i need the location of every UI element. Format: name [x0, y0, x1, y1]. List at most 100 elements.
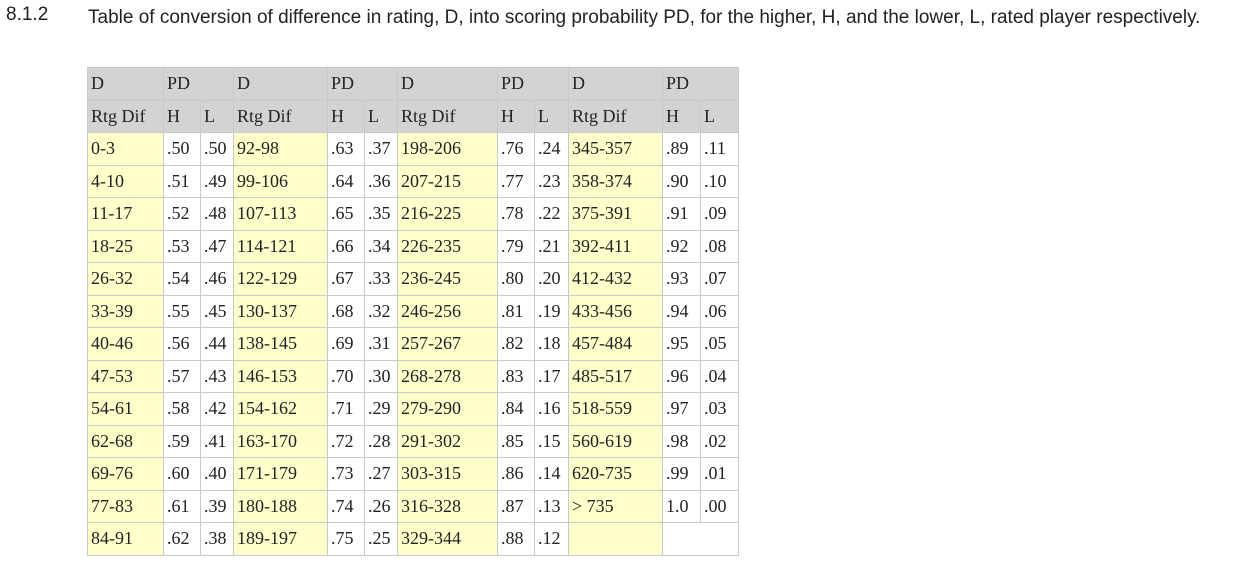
header-l: L [700, 99, 739, 133]
rating-diff-cell: 303-315 [397, 457, 498, 491]
prob-low-cell: .19 [534, 294, 569, 328]
rating-diff-cell: 180-188 [233, 489, 328, 523]
prob-high-cell: .86 [497, 457, 535, 491]
prob-high-cell: .55 [163, 294, 201, 328]
prob-low-cell: .16 [534, 392, 569, 426]
prob-low-cell: .20 [534, 262, 569, 296]
prob-high-cell: .90 [662, 164, 701, 198]
prob-low-cell: .44 [200, 327, 234, 361]
rating-diff-cell: 4-10 [87, 164, 164, 198]
rating-diff-cell: 457-484 [568, 327, 663, 361]
header-l: L [534, 99, 569, 133]
table-caption: Table of conversion of difference in rat… [88, 7, 1201, 28]
rating-diff-cell: 560-619 [568, 424, 663, 458]
prob-high-cell: .69 [327, 327, 365, 361]
prob-high-cell: .89 [662, 132, 701, 166]
rating-diff-cell: 236-245 [397, 262, 498, 296]
header-pd: PD [662, 67, 739, 101]
prob-low-cell: .14 [534, 457, 569, 491]
prob-high-cell: .98 [662, 424, 701, 458]
prob-high-cell: .63 [327, 132, 365, 166]
header-h: H [497, 99, 535, 133]
rating-diff-cell: 26-32 [87, 262, 164, 296]
rating-diff-cell: 62-68 [87, 424, 164, 458]
prob-high-cell: .58 [163, 392, 201, 426]
header-rtg-dif: Rtg Dif [568, 99, 663, 133]
rating-diff-cell: 0-3 [87, 132, 164, 166]
prob-high-cell: .93 [662, 262, 701, 296]
prob-low-cell: .27 [364, 457, 398, 491]
rating-diff-cell: 518-559 [568, 392, 663, 426]
header-l: L [200, 99, 234, 133]
rating-diff-cell: 47-53 [87, 359, 164, 393]
prob-low-cell: .26 [364, 489, 398, 523]
prob-low-cell: .01 [700, 457, 739, 491]
prob-low-cell: .15 [534, 424, 569, 458]
section-number: 8.1.2 [6, 4, 49, 25]
table-row: 54-61.58.42 154-162.71.29 279-290.84.16 518… [87, 392, 739, 426]
table-row: 69-76.60.40 171-179.73.27 303-315.86.14 620… [87, 457, 739, 491]
prob-high-cell: .85 [497, 424, 535, 458]
prob-low-cell: .09 [700, 197, 739, 231]
rating-diff-cell: 392-411 [568, 229, 663, 263]
prob-high-cell: .77 [497, 164, 535, 198]
rating-diff-cell: 18-25 [87, 229, 164, 263]
prob-low-cell: .46 [200, 262, 234, 296]
prob-high-cell: .61 [163, 489, 201, 523]
prob-high-cell: .79 [497, 229, 535, 263]
prob-high-cell: .95 [662, 327, 701, 361]
rating-diff-cell: 138-145 [233, 327, 328, 361]
prob-high-cell: .53 [163, 229, 201, 263]
prob-high-cell: 1.0 [662, 489, 701, 523]
prob-high-cell: .64 [327, 164, 365, 198]
prob-high-cell: .62 [163, 522, 201, 556]
table-row: 26-32.54.46 122-129.67.33 236-245.80.20 412… [87, 262, 739, 296]
prob-low-cell: .10 [700, 164, 739, 198]
prob-low-cell: .13 [534, 489, 569, 523]
prob-high-cell: .83 [497, 359, 535, 393]
prob-low-cell: .39 [200, 489, 234, 523]
prob-high-cell: .71 [327, 392, 365, 426]
rating-diff-cell: 246-256 [397, 294, 498, 328]
header-h: H [327, 99, 365, 133]
table-row: 11-17.52.48 107-113.65.35 216-225.78.22 375… [87, 197, 739, 231]
rating-diff-cell [568, 522, 663, 556]
header-l: L [364, 99, 398, 133]
prob-low-cell: .24 [534, 132, 569, 166]
prob-high-cell: .81 [497, 294, 535, 328]
prob-low-cell: .48 [200, 197, 234, 231]
prob-high-cell: .68 [327, 294, 365, 328]
prob-low-cell: .35 [364, 197, 398, 231]
prob-high-cell: .59 [163, 424, 201, 458]
prob-low-cell: .06 [700, 294, 739, 328]
header-d: D [397, 67, 498, 101]
rating-diff-cell: 433-456 [568, 294, 663, 328]
prob-low-cell: .47 [200, 229, 234, 263]
rating-diff-cell: 146-153 [233, 359, 328, 393]
prob-high-cell: .87 [497, 489, 535, 523]
prob-high-cell: .76 [497, 132, 535, 166]
table-row: 0-3.50.50 92-98.63.37 198-206.76.24 345-357… [87, 132, 739, 166]
prob-low-cell: .36 [364, 164, 398, 198]
prob-high-cell: .60 [163, 457, 201, 491]
rating-diff-cell: 163-170 [233, 424, 328, 458]
table-row: 18-25.53.47 114-121.66.34 226-235.79.21 392… [87, 229, 739, 263]
table-row: 84-91.62.38 189-197.75.25 329-344.88.12 [87, 522, 739, 556]
rating-diff-cell: 375-391 [568, 197, 663, 231]
header-d: D [87, 67, 164, 101]
header-rtg-dif: Rtg Dif [397, 99, 498, 133]
prob-low-cell: .32 [364, 294, 398, 328]
prob-high-cell: .80 [497, 262, 535, 296]
rating-diff-cell: 207-215 [397, 164, 498, 198]
rating-diff-cell: 11-17 [87, 197, 164, 231]
rating-diff-cell: 130-137 [233, 294, 328, 328]
prob-low-cell: .05 [700, 327, 739, 361]
prob-low-cell: .28 [364, 424, 398, 458]
rating-diff-cell: 107-113 [233, 197, 328, 231]
prob-low-cell: .43 [200, 359, 234, 393]
rating-diff-cell: 329-344 [397, 522, 498, 556]
prob-high-cell: .70 [327, 359, 365, 393]
prob-high-cell: .56 [163, 327, 201, 361]
rating-diff-cell: 40-46 [87, 327, 164, 361]
rating-diff-cell: 92-98 [233, 132, 328, 166]
